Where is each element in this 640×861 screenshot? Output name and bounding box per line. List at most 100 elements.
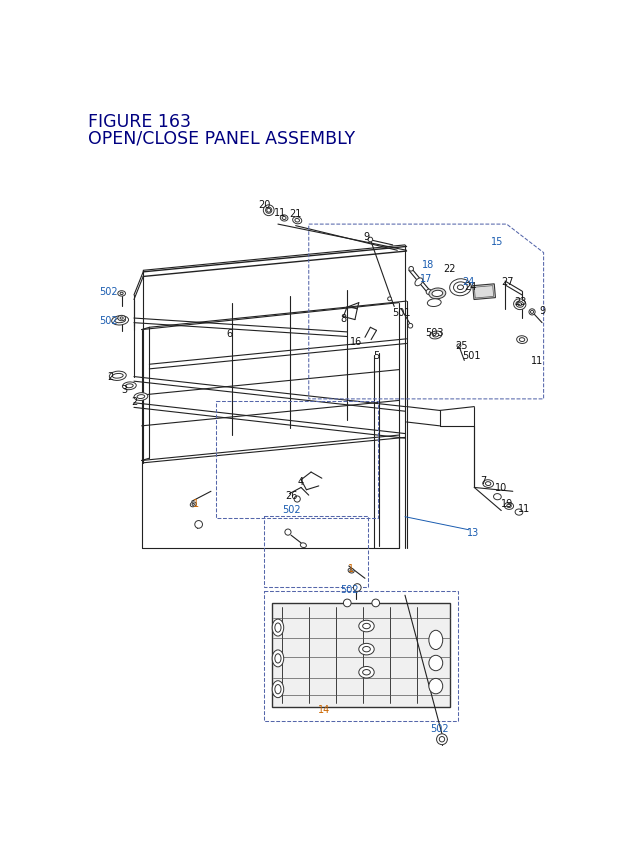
Ellipse shape [348, 568, 354, 573]
Text: 5: 5 [373, 350, 380, 361]
Ellipse shape [493, 494, 501, 500]
Circle shape [195, 521, 202, 529]
Text: 9: 9 [364, 232, 369, 241]
Text: 21: 21 [289, 209, 302, 219]
Ellipse shape [415, 279, 423, 287]
Text: 503: 503 [425, 327, 444, 338]
Bar [264, 592, 458, 721]
Circle shape [353, 584, 361, 592]
Text: 11: 11 [518, 504, 530, 514]
Ellipse shape [295, 220, 300, 223]
Ellipse shape [450, 280, 471, 296]
Text: 502: 502 [340, 585, 359, 594]
Text: 11: 11 [531, 356, 543, 366]
Text: 22: 22 [444, 263, 456, 274]
Text: 27: 27 [501, 276, 514, 287]
Circle shape [344, 599, 351, 607]
Ellipse shape [507, 505, 511, 508]
Text: 8: 8 [340, 313, 346, 324]
Text: 6: 6 [227, 329, 232, 339]
Circle shape [408, 324, 413, 329]
Ellipse shape [272, 619, 284, 636]
Ellipse shape [458, 286, 463, 290]
Ellipse shape [292, 218, 301, 225]
Text: 502: 502 [99, 315, 118, 325]
Text: 3: 3 [121, 384, 127, 394]
Ellipse shape [115, 319, 125, 324]
Text: 23: 23 [515, 297, 527, 307]
Ellipse shape [363, 670, 371, 675]
Text: 24: 24 [463, 276, 475, 287]
Circle shape [267, 209, 271, 213]
Ellipse shape [263, 206, 274, 216]
Text: 1: 1 [348, 564, 354, 573]
Text: 17: 17 [420, 274, 432, 283]
Ellipse shape [429, 288, 446, 300]
Ellipse shape [429, 678, 443, 694]
Text: 7: 7 [481, 475, 486, 486]
Ellipse shape [118, 316, 125, 321]
Ellipse shape [429, 655, 443, 671]
Circle shape [426, 290, 431, 295]
Ellipse shape [192, 504, 195, 505]
Text: 25: 25 [455, 341, 467, 350]
Ellipse shape [428, 300, 441, 307]
Text: 16: 16 [349, 337, 362, 347]
Circle shape [294, 496, 300, 503]
Text: 18: 18 [422, 260, 434, 269]
Ellipse shape [363, 623, 371, 629]
Text: 4: 4 [298, 477, 304, 486]
Text: OPEN/CLOSE PANEL ASSEMBLY: OPEN/CLOSE PANEL ASSEMBLY [88, 129, 355, 147]
Ellipse shape [275, 654, 281, 663]
Text: 502: 502 [430, 723, 449, 734]
Ellipse shape [359, 644, 374, 655]
Ellipse shape [363, 647, 371, 652]
Bar [264, 517, 368, 587]
Text: 1: 1 [193, 499, 198, 508]
Circle shape [529, 309, 535, 316]
Bar [473, 284, 495, 300]
Text: 501: 501 [462, 350, 481, 361]
Ellipse shape [272, 681, 284, 697]
Ellipse shape [266, 208, 272, 214]
Ellipse shape [359, 621, 374, 632]
Text: 24: 24 [464, 282, 477, 291]
Ellipse shape [519, 338, 525, 342]
Bar [216, 402, 378, 518]
Circle shape [436, 734, 447, 745]
Circle shape [409, 267, 413, 272]
Ellipse shape [300, 543, 307, 548]
Ellipse shape [113, 374, 123, 379]
Ellipse shape [137, 395, 145, 399]
Text: 2: 2 [131, 397, 137, 406]
Text: 502: 502 [282, 505, 300, 514]
Circle shape [439, 737, 445, 742]
Ellipse shape [516, 337, 527, 344]
Ellipse shape [350, 570, 352, 572]
Text: 2: 2 [108, 371, 114, 381]
Circle shape [457, 344, 461, 349]
Text: 502: 502 [99, 287, 118, 297]
Ellipse shape [122, 382, 136, 390]
Text: FIGURE 163: FIGURE 163 [88, 113, 191, 131]
Ellipse shape [516, 301, 524, 308]
Ellipse shape [429, 331, 442, 339]
Ellipse shape [280, 215, 288, 222]
Text: 26: 26 [285, 491, 297, 500]
Ellipse shape [109, 372, 126, 381]
Ellipse shape [359, 666, 374, 678]
Text: 13: 13 [467, 528, 479, 537]
Ellipse shape [120, 293, 123, 295]
Bar [474, 287, 493, 299]
Circle shape [368, 238, 372, 243]
Ellipse shape [486, 482, 491, 486]
Ellipse shape [272, 650, 284, 667]
Circle shape [372, 599, 380, 607]
Ellipse shape [518, 303, 522, 307]
Circle shape [531, 311, 534, 314]
Ellipse shape [282, 217, 286, 220]
Bar [272, 604, 451, 707]
Text: 14: 14 [318, 704, 330, 715]
Ellipse shape [118, 291, 125, 297]
Circle shape [285, 530, 291, 536]
